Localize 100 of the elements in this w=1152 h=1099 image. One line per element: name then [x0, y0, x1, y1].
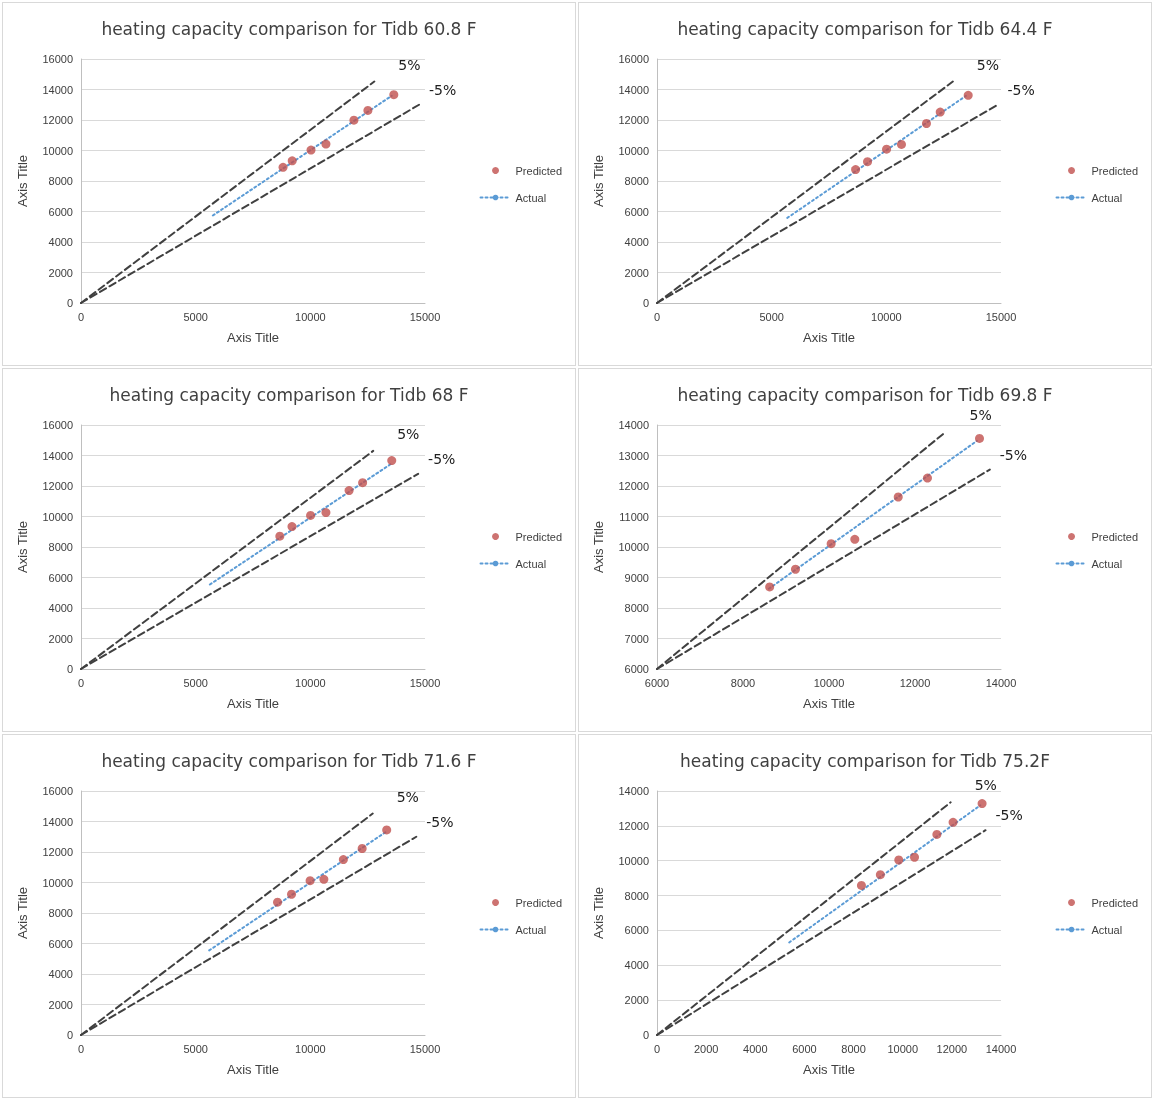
y-tick-label: 10000	[618, 854, 649, 867]
x-tick-label: 14000	[985, 676, 1017, 689]
y-tick-label: 6000	[624, 205, 649, 218]
x-tick-label: 5000	[183, 1042, 208, 1055]
chart-title: heating capacity comparison for Tidb 60.8 F	[101, 18, 477, 39]
x-axis-title: Axis Title	[226, 330, 280, 345]
annotation: -5%	[995, 807, 1023, 824]
y-tick-label: 0	[66, 663, 73, 675]
y-tick-label: 10000	[618, 541, 649, 553]
x-tick-label: 10000	[295, 310, 326, 323]
y-tick-label: 6000	[624, 924, 649, 937]
legend-label: Predicted	[515, 530, 563, 543]
y-tick-label: 4000	[624, 959, 649, 972]
y-tick-label: 8000	[624, 889, 649, 902]
y-tick-label: 4000	[48, 602, 73, 614]
y-tick-label: 0	[66, 1029, 73, 1041]
y-tick-label: 12000	[42, 480, 73, 492]
x-tick-label: 15000	[409, 310, 441, 323]
y-tick-label: 6000	[48, 205, 73, 218]
x-tick-label: 10000	[887, 1042, 919, 1055]
y-axis-title: Axis Title	[591, 154, 606, 208]
y-axis-title: Axis Title	[15, 154, 30, 208]
x-tick-label: 0	[653, 1042, 661, 1055]
x-tick-label: 0	[77, 310, 85, 323]
x-tick-label: 0	[77, 676, 85, 689]
y-tick-label: 12000	[618, 480, 649, 492]
legend-label: Predicted	[1091, 164, 1139, 177]
y-tick-label: 4000	[624, 236, 649, 248]
annotation: 5%	[976, 56, 1000, 73]
y-tick-label: 12000	[618, 819, 649, 832]
chart-title: heating capacity comparison for Tidb 75.2F	[680, 750, 1050, 771]
y-tick-label: 8000	[48, 541, 73, 553]
annotation: -5%	[429, 81, 457, 98]
y-tick-label: 14000	[618, 785, 649, 797]
legend-label: Actual	[515, 191, 547, 204]
y-tick-label: 16000	[42, 785, 73, 797]
y-tick-label: 2000	[48, 998, 73, 1011]
x-tick-label: 10000	[295, 1042, 326, 1055]
annotation: -5%	[1007, 81, 1035, 98]
y-tick-label: 0	[642, 1029, 649, 1041]
x-tick-label: 8000	[841, 1042, 866, 1055]
annotation: 5%	[397, 425, 420, 442]
x-axis-title: Axis Title	[226, 1062, 280, 1077]
y-tick-label: 6000	[48, 937, 73, 950]
y-tick-label: 6000	[624, 663, 649, 675]
y-axis-title: Axis Title	[591, 886, 606, 940]
x-tick-label: 5000	[759, 310, 784, 323]
legend-label: Predicted	[515, 164, 563, 177]
y-tick-label: 7000	[624, 632, 649, 645]
y-axis-title: Axis Title	[15, 520, 30, 574]
chart-title: heating capacity comparison for Tidb 69.8 F	[677, 384, 1053, 405]
y-tick-label: 14000	[42, 815, 73, 828]
annotation: -5%	[428, 450, 456, 467]
y-tick-label: 8000	[624, 602, 649, 614]
annotation: -5%	[426, 813, 454, 830]
annotation: -5%	[999, 446, 1028, 463]
x-tick-label: 8000	[730, 676, 756, 689]
x-tick-label: 10000	[871, 310, 902, 323]
legend-label: Actual	[1091, 923, 1123, 936]
x-tick-label: 0	[653, 310, 661, 323]
legend-label: Predicted	[515, 896, 563, 909]
x-tick-label: 5000	[183, 310, 208, 323]
x-tick-label: 10000	[295, 676, 326, 689]
y-tick-label: 10000	[42, 144, 73, 157]
annotation: 5%	[398, 56, 421, 73]
x-axis-title: Axis Title	[802, 330, 856, 345]
y-tick-label: 14000	[618, 83, 649, 96]
x-axis-title: Axis Title	[802, 1062, 856, 1077]
y-axis-title: Axis Title	[15, 886, 30, 940]
legend-label: Actual	[1091, 557, 1123, 570]
chart-title: heating capacity comparison for Tidb 68 F	[109, 384, 469, 405]
legend-label: Predicted	[1091, 530, 1139, 543]
y-tick-label: 2000	[624, 266, 649, 279]
legend-label: Actual	[1091, 191, 1123, 204]
y-tick-label: 14000	[42, 449, 73, 462]
y-tick-label: 12000	[42, 846, 73, 858]
y-tick-label: 16000	[42, 53, 73, 65]
chart-title: heating capacity comparison for Tidb 71.6 F	[101, 750, 477, 771]
y-tick-label: 0	[642, 297, 649, 309]
x-tick-label: 14000	[985, 1042, 1017, 1055]
x-tick-label: 15000	[985, 310, 1017, 323]
x-tick-label: 0	[77, 1042, 85, 1055]
legend-label: Actual	[515, 557, 547, 570]
y-tick-label: 12000	[618, 114, 649, 126]
x-tick-label: 5000	[183, 676, 208, 689]
y-tick-label: 16000	[42, 419, 73, 431]
y-axis-title: Axis Title	[591, 520, 606, 574]
x-tick-label: 12000	[936, 1042, 968, 1055]
y-tick-label: 10000	[42, 876, 73, 889]
y-tick-label: 2000	[48, 632, 73, 645]
y-tick-label: 2000	[48, 266, 73, 279]
y-tick-label: 6000	[48, 571, 73, 584]
x-tick-label: 10000	[813, 676, 845, 689]
x-tick-label: 2000	[693, 1042, 719, 1055]
y-tick-label: 9000	[624, 571, 649, 584]
legend-label: Predicted	[1091, 896, 1139, 909]
y-tick-label: 4000	[48, 968, 73, 980]
y-tick-label: 10000	[42, 510, 73, 523]
y-tick-label: 12000	[42, 114, 73, 126]
y-tick-label: 8000	[624, 175, 649, 187]
